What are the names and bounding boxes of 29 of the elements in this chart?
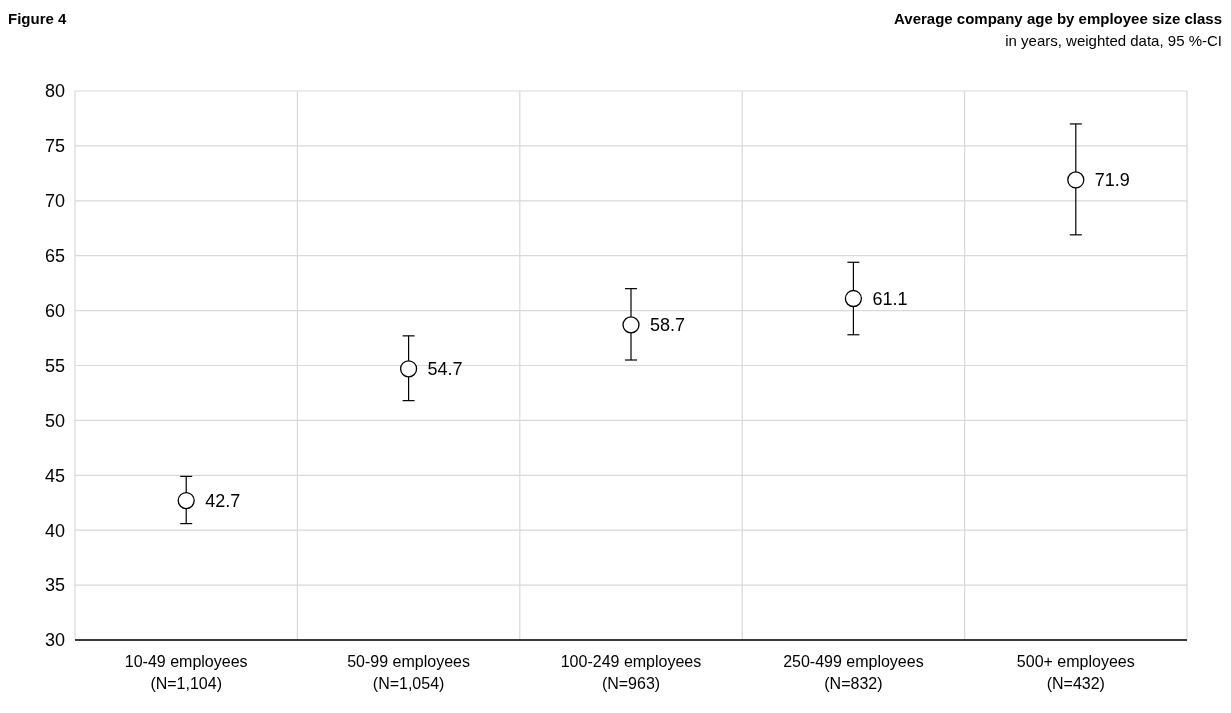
point bbox=[622, 316, 640, 334]
x-tick-label: 500+ employees (N=432) bbox=[1016, 653, 1135, 692]
point bbox=[399, 360, 418, 378]
chart-title: Average company age by employee size class bbox=[894, 10, 1222, 27]
y-tick-label: 65 bbox=[44, 246, 65, 266]
point bbox=[844, 289, 863, 308]
y-tick-label: 35 bbox=[44, 575, 65, 596]
x-tick-label: 50-99 employees (N=1,054) bbox=[347, 653, 470, 692]
data-label: 42.7 bbox=[205, 490, 241, 511]
x-tick-label: 250-499 employees (N=832) bbox=[783, 653, 924, 692]
point bbox=[177, 491, 195, 510]
y-tick-label: 75 bbox=[44, 136, 65, 157]
point bbox=[1067, 171, 1085, 189]
chart-subtitle: in years, weighted data, 95 %-CI bbox=[1005, 32, 1222, 49]
y-tick-label: 70 bbox=[44, 191, 65, 212]
data-label: 61.1 bbox=[872, 288, 908, 309]
y-tick-label: 40 bbox=[44, 520, 65, 541]
y-tick-label: 55 bbox=[44, 355, 65, 376]
x-tick-label: 100-249 employees (N=963) bbox=[560, 653, 702, 692]
y-tick-label: 60 bbox=[44, 300, 65, 321]
x-tick-label: 10-49 employees (N=1,104) bbox=[124, 653, 248, 692]
y-tick-label: 30 bbox=[44, 630, 65, 651]
data-label: 71.9 bbox=[1094, 170, 1130, 191]
data-label: 54.7 bbox=[427, 359, 463, 380]
y-tick-label: 50 bbox=[44, 410, 65, 431]
data-label: 58.7 bbox=[650, 315, 686, 336]
y-tick-label: 45 bbox=[44, 465, 65, 486]
caption: Figure 4 bbox=[8, 10, 67, 27]
y-tick-label: 80 bbox=[44, 81, 65, 102]
